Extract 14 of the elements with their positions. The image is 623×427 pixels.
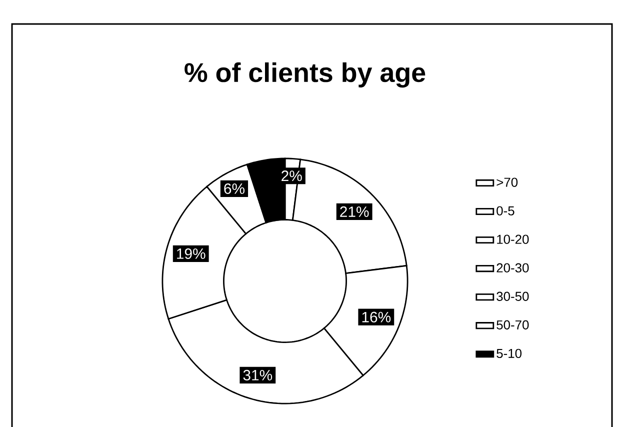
- legend-label: 0-5: [496, 206, 514, 216]
- data-label: 31%: [243, 370, 272, 380]
- data-label: 16%: [362, 312, 391, 322]
- data-label: 6%: [224, 183, 244, 194]
- chart-title: % of clients by age: [184, 62, 426, 88]
- legend-label: 20-30: [496, 263, 529, 272]
- legend-label: 5-10: [496, 348, 522, 358]
- data-label: 2%: [282, 170, 302, 182]
- data-label: 21%: [340, 206, 369, 217]
- legend-label: 30-50: [496, 292, 529, 301]
- legend-label: 10-20: [497, 234, 529, 244]
- data-label: 19%: [177, 248, 206, 259]
- legend-label: 50-70: [496, 320, 529, 330]
- legend-label: >70: [496, 178, 518, 187]
